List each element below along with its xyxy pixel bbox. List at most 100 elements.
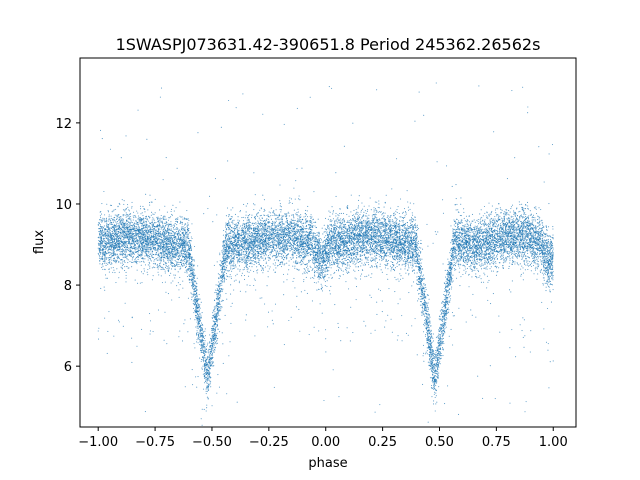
data-point <box>468 257 470 259</box>
data-point <box>384 212 386 214</box>
data-point <box>270 207 272 209</box>
data-point <box>288 215 290 217</box>
data-point <box>333 272 335 274</box>
data-point <box>365 251 367 253</box>
data-point <box>367 257 369 259</box>
data-point <box>222 288 224 290</box>
data-point <box>296 295 298 297</box>
data-point <box>344 269 347 271</box>
data-point <box>432 349 434 351</box>
data-point <box>179 201 181 203</box>
data-point <box>547 284 549 286</box>
data-point <box>461 249 463 251</box>
data-point <box>226 242 228 244</box>
data-point <box>311 253 313 256</box>
data-point <box>487 281 489 283</box>
data-point <box>232 227 234 229</box>
data-point <box>130 221 132 223</box>
data-point <box>308 333 310 336</box>
data-point <box>254 256 256 258</box>
data-point <box>505 261 507 263</box>
data-point <box>321 227 323 229</box>
data-point <box>222 362 224 365</box>
data-point <box>374 329 376 331</box>
data-point <box>396 229 398 231</box>
data-point <box>230 217 232 219</box>
data-point <box>218 318 220 320</box>
data-point <box>188 278 190 280</box>
data-point <box>414 272 416 274</box>
data-point <box>208 357 210 359</box>
data-point <box>493 220 496 222</box>
data-point <box>412 248 414 250</box>
scatter-points <box>97 82 554 426</box>
data-point <box>248 262 251 265</box>
data-point <box>420 247 422 249</box>
data-point <box>367 232 369 234</box>
data-point <box>545 259 547 261</box>
data-point <box>487 235 489 237</box>
data-point <box>515 356 517 358</box>
data-point <box>475 316 477 318</box>
data-point <box>252 253 254 255</box>
data-point <box>443 318 445 320</box>
data-point <box>481 256 483 258</box>
data-point <box>235 266 237 268</box>
data-point <box>151 219 153 221</box>
data-point <box>141 328 143 330</box>
data-point <box>317 281 319 283</box>
data-point <box>542 282 544 285</box>
data-point <box>178 261 180 264</box>
data-point <box>310 277 312 279</box>
data-point <box>542 264 544 266</box>
data-point <box>387 223 389 225</box>
data-point <box>336 229 338 231</box>
data-point <box>218 299 220 301</box>
data-point <box>287 231 289 233</box>
data-point <box>436 373 438 375</box>
data-point <box>298 234 300 236</box>
data-point <box>389 265 391 267</box>
data-point <box>257 242 259 244</box>
data-point <box>395 256 397 259</box>
data-point <box>149 320 152 322</box>
data-point <box>123 203 125 205</box>
data-point <box>399 259 401 261</box>
data-point <box>509 211 511 213</box>
data-point <box>178 265 180 268</box>
data-point <box>471 314 473 316</box>
data-point <box>328 227 330 229</box>
data-point <box>439 363 441 365</box>
data-point <box>304 248 306 250</box>
data-point <box>458 307 460 309</box>
data-point <box>446 295 448 297</box>
data-point <box>303 216 305 218</box>
data-point <box>139 249 141 251</box>
data-point <box>100 213 103 215</box>
data-point <box>230 293 232 295</box>
data-point <box>511 329 513 331</box>
data-point <box>383 216 385 218</box>
data-point <box>271 256 273 258</box>
data-point <box>248 236 250 238</box>
data-point <box>508 256 510 258</box>
data-point <box>359 221 361 223</box>
data-point <box>251 263 253 265</box>
data-point <box>411 212 413 214</box>
data-point <box>203 349 205 351</box>
data-point <box>260 214 262 216</box>
data-point <box>482 215 484 217</box>
data-point <box>236 241 238 243</box>
data-point <box>305 214 307 216</box>
data-point <box>386 264 388 266</box>
data-point <box>125 232 127 234</box>
data-point <box>229 228 231 230</box>
data-point <box>216 261 218 263</box>
data-point <box>421 293 424 295</box>
data-point <box>123 245 125 247</box>
data-point <box>275 209 277 211</box>
data-point <box>168 270 170 272</box>
data-point <box>325 232 327 234</box>
data-point <box>459 252 461 254</box>
